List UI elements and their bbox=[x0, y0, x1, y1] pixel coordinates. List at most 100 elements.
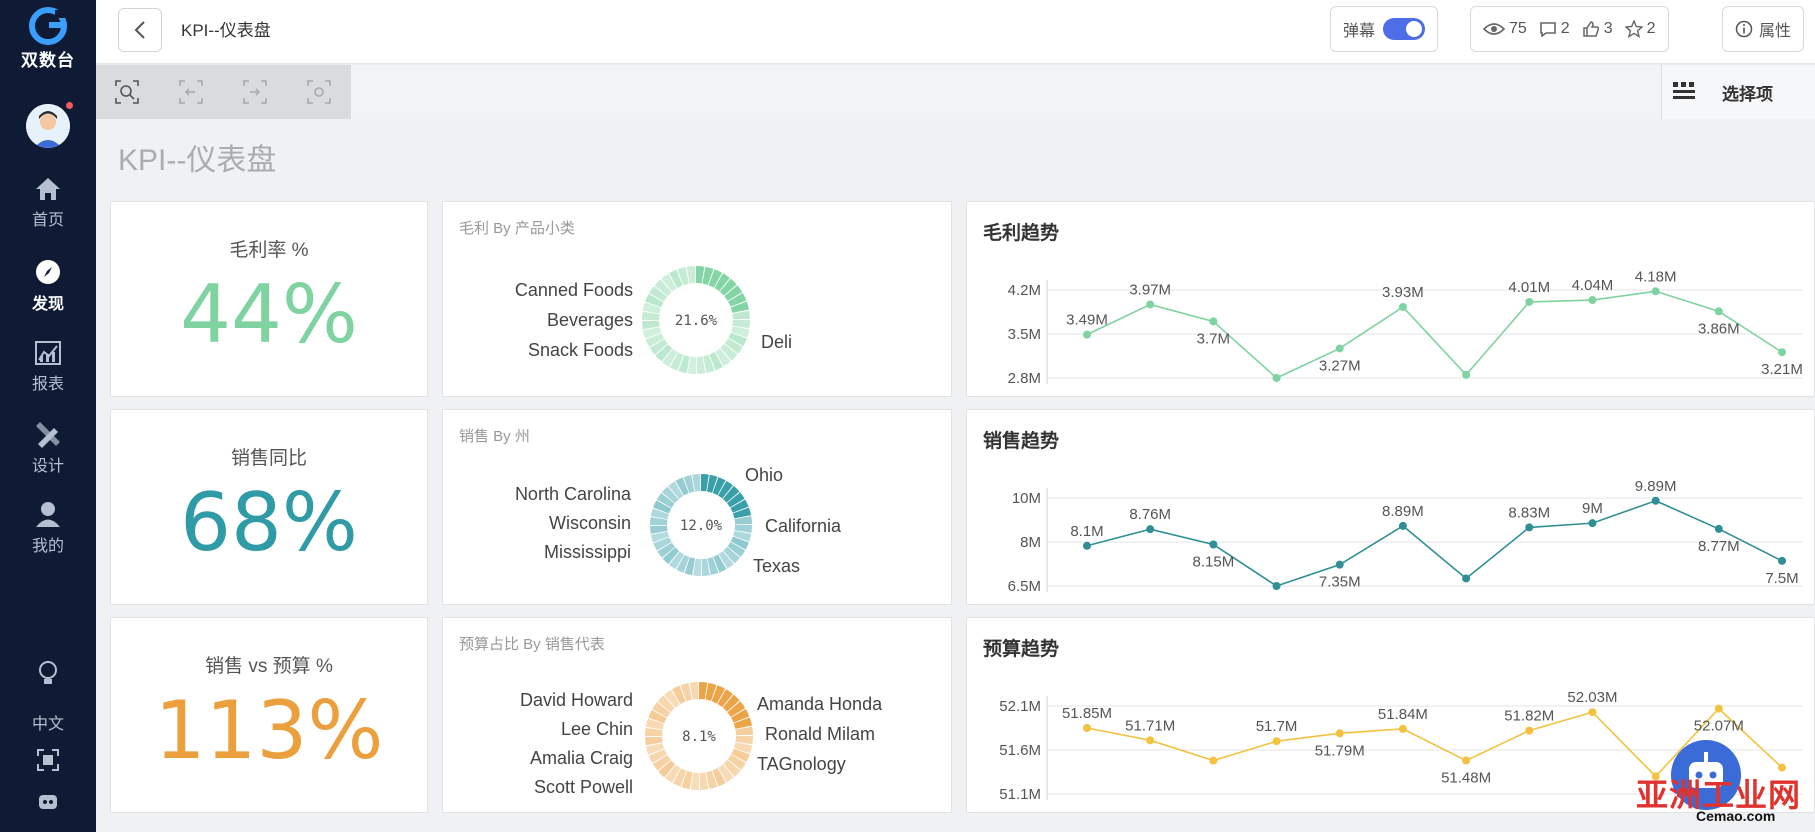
trend-card-profit[interactable]: 毛利趋势 4.2M 3.5M 2.8M 3.49M 3.97M 3.7M 3.27M 3.93… bbox=[966, 201, 1815, 397]
donut-slice[interactable] bbox=[645, 727, 663, 736]
donut-slice[interactable] bbox=[727, 754, 746, 770]
donut-slice[interactable] bbox=[701, 474, 709, 492]
donut-slice[interactable] bbox=[658, 760, 676, 778]
data-point[interactable] bbox=[1525, 297, 1534, 306]
donut-slice[interactable] bbox=[727, 701, 746, 717]
donut-slice[interactable] bbox=[645, 333, 664, 347]
data-point[interactable] bbox=[1714, 524, 1723, 533]
donut-slice[interactable] bbox=[730, 301, 749, 313]
donut-slice[interactable] bbox=[732, 310, 750, 320]
line-chart[interactable]: 10M 8M 6.5M 8.1M 8.76M 8.15M 7.35M 8.89M 8.83M 9M… bbox=[967, 410, 1815, 606]
clear-selections-button[interactable] bbox=[306, 79, 332, 105]
donut-slice[interactable] bbox=[730, 536, 749, 550]
donut-slice[interactable] bbox=[655, 344, 673, 362]
donut-card-budget-by-rep[interactable]: 预算占比 By 销售代表 8.1% David Howard Lee Chin … bbox=[442, 617, 952, 813]
donut-slice[interactable] bbox=[648, 749, 667, 763]
donut-slice[interactable] bbox=[678, 355, 690, 374]
data-point[interactable] bbox=[1335, 729, 1344, 738]
robot-button[interactable] bbox=[0, 790, 96, 816]
donut-slice[interactable] bbox=[645, 293, 664, 308]
donut-slice[interactable] bbox=[657, 542, 675, 558]
data-point[interactable] bbox=[1778, 763, 1786, 772]
data-point[interactable] bbox=[1083, 541, 1091, 550]
donut-slice[interactable] bbox=[668, 481, 684, 499]
donut-slice[interactable] bbox=[654, 279, 672, 297]
donut-slice[interactable] bbox=[669, 352, 684, 371]
donut-slice[interactable] bbox=[705, 682, 717, 701]
line-chart[interactable]: 4.2M 3.5M 2.8M 3.49M 3.97M 3.7M 3.27M 3.93M 4.01… bbox=[967, 202, 1815, 398]
data-point[interactable] bbox=[1462, 756, 1471, 765]
data-point[interactable] bbox=[1462, 370, 1471, 379]
donut-slice[interactable] bbox=[720, 343, 738, 361]
scan-button[interactable] bbox=[0, 748, 96, 776]
donut-slice[interactable] bbox=[722, 485, 740, 503]
data-point[interactable] bbox=[1083, 724, 1091, 732]
donut-slice[interactable] bbox=[735, 726, 753, 736]
donut-slice[interactable] bbox=[703, 354, 715, 373]
donut-slice[interactable] bbox=[662, 547, 680, 565]
donut-slice[interactable] bbox=[730, 499, 749, 513]
app-logo[interactable]: 双数台 bbox=[0, 6, 96, 78]
data-point[interactable] bbox=[1525, 726, 1534, 735]
donut-slice[interactable] bbox=[653, 500, 672, 514]
donut-slice[interactable] bbox=[672, 768, 687, 787]
donut-chart[interactable]: 12.0% bbox=[648, 472, 754, 578]
step-back-button[interactable] bbox=[178, 79, 204, 105]
avatar[interactable] bbox=[26, 104, 70, 148]
donut-slice[interactable] bbox=[706, 770, 718, 789]
donut-slice[interactable] bbox=[699, 682, 708, 700]
donut-slice[interactable] bbox=[687, 356, 696, 374]
donut-slice[interactable] bbox=[643, 327, 662, 339]
ai-assistant-button[interactable] bbox=[1671, 740, 1741, 810]
donut-slice[interactable] bbox=[714, 273, 730, 292]
donut-slice[interactable] bbox=[717, 689, 733, 708]
donut-slice[interactable] bbox=[650, 517, 668, 525]
donut-slice[interactable] bbox=[661, 273, 677, 292]
data-point[interactable] bbox=[1778, 556, 1786, 565]
stars-stat[interactable]: 2 bbox=[1624, 20, 1656, 38]
nav-mine[interactable]: 我的 bbox=[0, 500, 96, 556]
donut-slice[interactable] bbox=[699, 772, 709, 790]
donut-slice[interactable] bbox=[646, 743, 665, 755]
donut-slice[interactable] bbox=[727, 542, 746, 557]
donut-slice[interactable] bbox=[642, 311, 660, 320]
data-point[interactable] bbox=[1398, 302, 1407, 311]
donut-slice[interactable] bbox=[713, 554, 727, 573]
nav-reports[interactable]: 报表 bbox=[0, 340, 96, 394]
views-stat[interactable]: 75 bbox=[1483, 20, 1527, 38]
donut-slice[interactable] bbox=[672, 685, 686, 704]
data-point[interactable] bbox=[1651, 772, 1660, 781]
donut-slice[interactable] bbox=[711, 685, 726, 704]
donut-slice[interactable] bbox=[652, 702, 671, 718]
donut-slice[interactable] bbox=[693, 558, 701, 576]
donut-slice[interactable] bbox=[656, 493, 675, 508]
donut-slice[interactable] bbox=[715, 348, 731, 367]
kpi-card-gross-margin[interactable]: 毛利率 % 44% bbox=[110, 201, 428, 397]
danmu-switch[interactable] bbox=[1383, 18, 1426, 40]
data-point[interactable] bbox=[1398, 724, 1407, 733]
donut-slice[interactable] bbox=[692, 474, 701, 492]
donut-slice[interactable] bbox=[690, 772, 699, 790]
data-point[interactable] bbox=[1525, 523, 1534, 532]
donut-slice[interactable] bbox=[680, 683, 692, 702]
language-switch[interactable]: 中文 bbox=[0, 710, 96, 734]
donut-slice[interactable] bbox=[676, 554, 690, 573]
data-point[interactable] bbox=[1714, 307, 1723, 316]
donut-slice[interactable] bbox=[669, 269, 683, 288]
donut-slice[interactable] bbox=[649, 339, 668, 355]
nav-design[interactable]: 设计 bbox=[0, 420, 96, 476]
donut-slice[interactable] bbox=[665, 764, 681, 783]
donut-slice[interactable] bbox=[734, 742, 753, 754]
tips-button[interactable] bbox=[0, 660, 96, 692]
data-point[interactable] bbox=[1209, 317, 1218, 326]
donut-slice[interactable] bbox=[712, 768, 726, 787]
donut-slice[interactable] bbox=[733, 530, 752, 542]
donut-slice[interactable] bbox=[733, 717, 752, 729]
donut-slice[interactable] bbox=[684, 557, 696, 576]
kpi-card-sales-yoy[interactable]: 销售同比 68% bbox=[110, 409, 428, 605]
data-point[interactable] bbox=[1209, 540, 1218, 549]
donut-slice[interactable] bbox=[709, 352, 723, 371]
donut-slice[interactable] bbox=[701, 558, 710, 576]
donut-slice[interactable] bbox=[719, 278, 737, 296]
donut-slice[interactable] bbox=[728, 332, 747, 347]
